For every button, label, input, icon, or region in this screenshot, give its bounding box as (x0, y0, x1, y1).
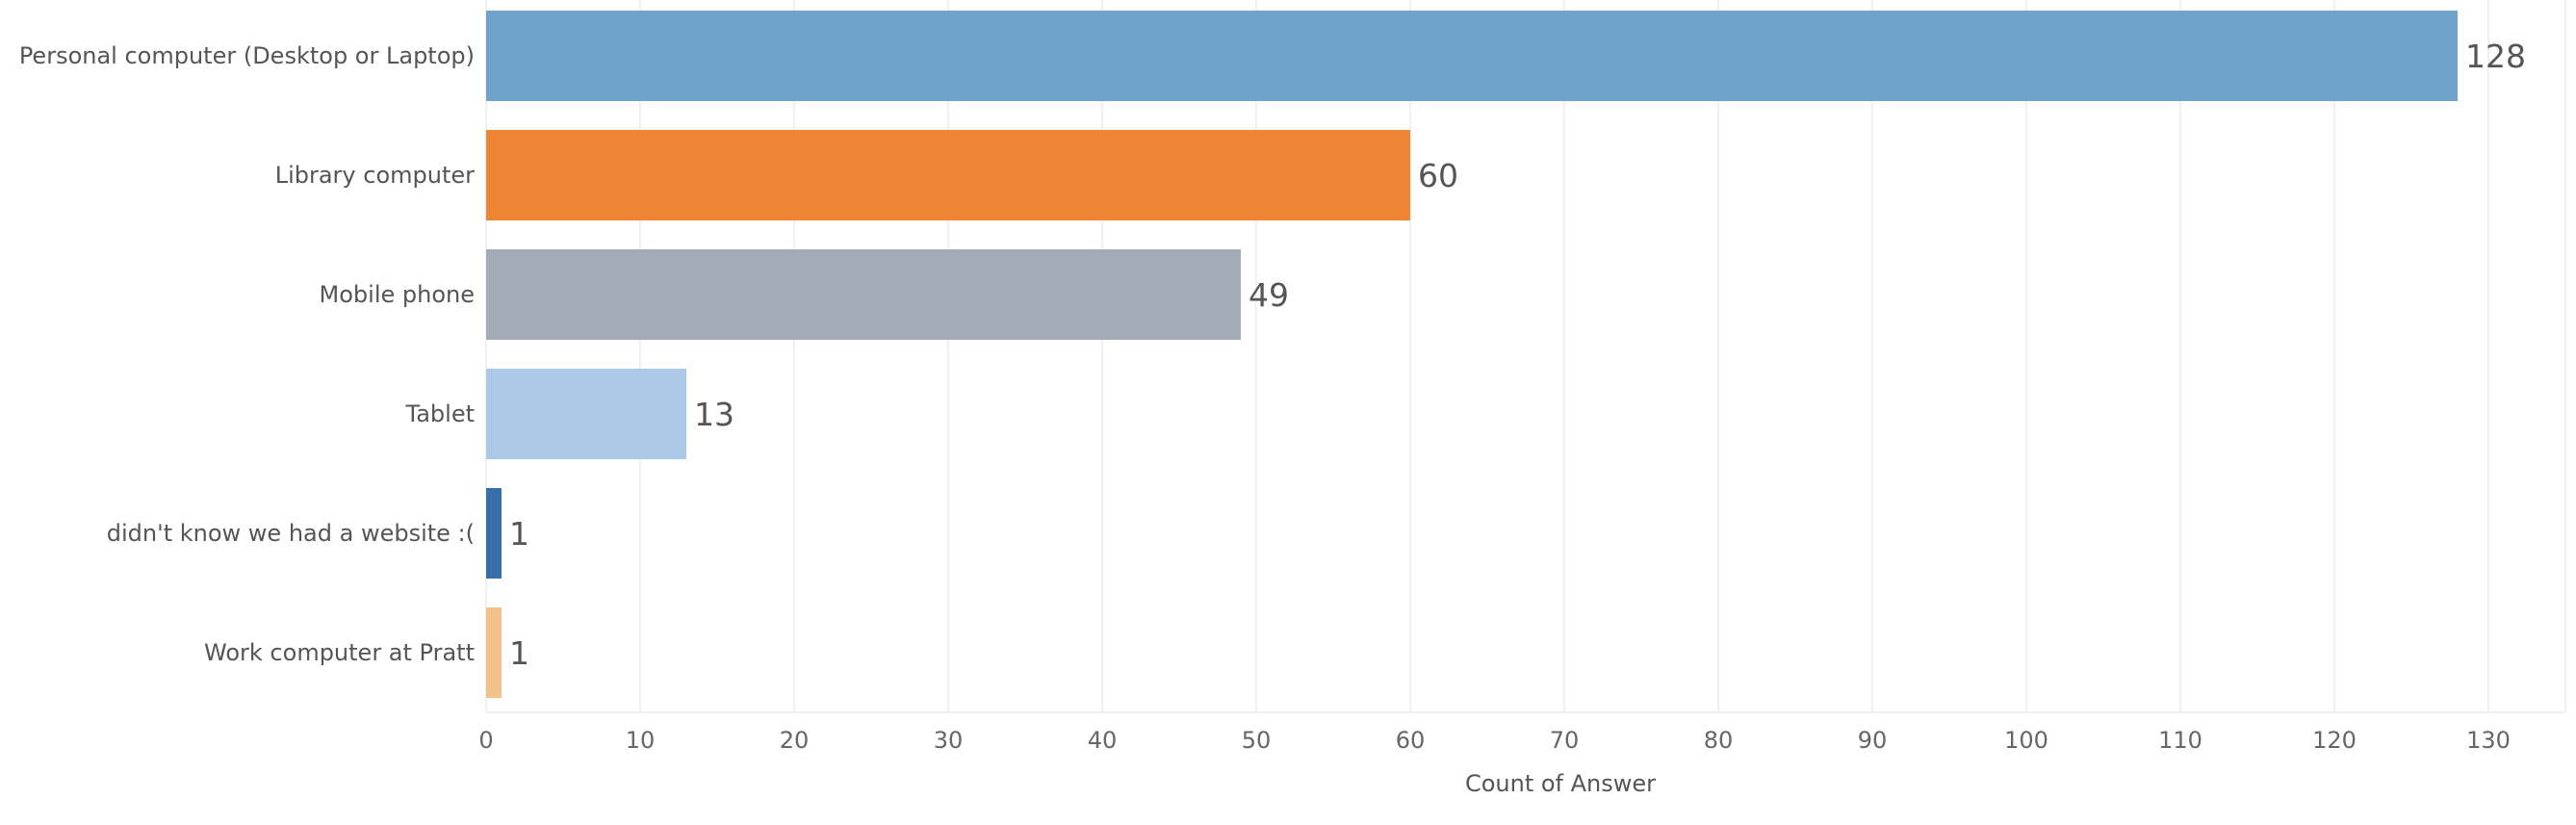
bar[interactable] (486, 130, 1410, 220)
category-label: Personal computer (Desktop or Laptop) (19, 42, 475, 69)
data-label: 60 (1418, 157, 1458, 194)
x-tick-label: 10 (626, 727, 656, 754)
x-tick-label: 40 (1088, 727, 1118, 754)
bar[interactable] (486, 11, 2458, 101)
x-tick-label: 120 (2312, 727, 2357, 754)
data-label: 49 (1249, 276, 1289, 314)
bar[interactable] (486, 488, 502, 579)
x-tick-label: 20 (780, 727, 810, 754)
x-tick-label: 50 (1242, 727, 1272, 754)
bar[interactable] (486, 249, 1241, 340)
bar[interactable] (486, 607, 502, 698)
bars (486, 11, 2458, 698)
x-tick-label: 70 (1550, 727, 1580, 754)
bar[interactable] (486, 369, 686, 459)
data-label: 1 (509, 634, 529, 672)
data-label: 128 (2465, 38, 2526, 75)
data-label: 13 (694, 396, 734, 433)
category-label: Tablet (405, 400, 475, 427)
x-tick-label: 80 (1704, 727, 1734, 754)
gridlines (485, 0, 2566, 713)
category-labels: Personal computer (Desktop or Laptop) Lib… (19, 42, 475, 666)
x-tick-label: 110 (2158, 727, 2202, 754)
x-tick-label: 90 (1858, 727, 1888, 754)
x-axis-title: Count of Answer (1465, 770, 1656, 797)
x-tick-label: 0 (478, 727, 493, 754)
category-label: Library computer (275, 162, 475, 189)
category-label: Mobile phone (320, 281, 475, 308)
data-label: 1 (509, 515, 529, 553)
category-label: Work computer at Pratt (204, 639, 475, 666)
data-labels: 128 60 49 13 1 1 (509, 38, 2526, 672)
x-tick-label: 130 (2466, 727, 2511, 754)
x-axis-ticks: 0 10 20 30 40 50 60 70 80 90 100 110 120 130 (478, 727, 2511, 754)
x-tick-label: 60 (1396, 727, 1426, 754)
x-tick-label: 100 (2004, 727, 2048, 754)
category-label: didn't know we had a website :( (107, 520, 475, 547)
x-tick-label: 30 (934, 727, 964, 754)
